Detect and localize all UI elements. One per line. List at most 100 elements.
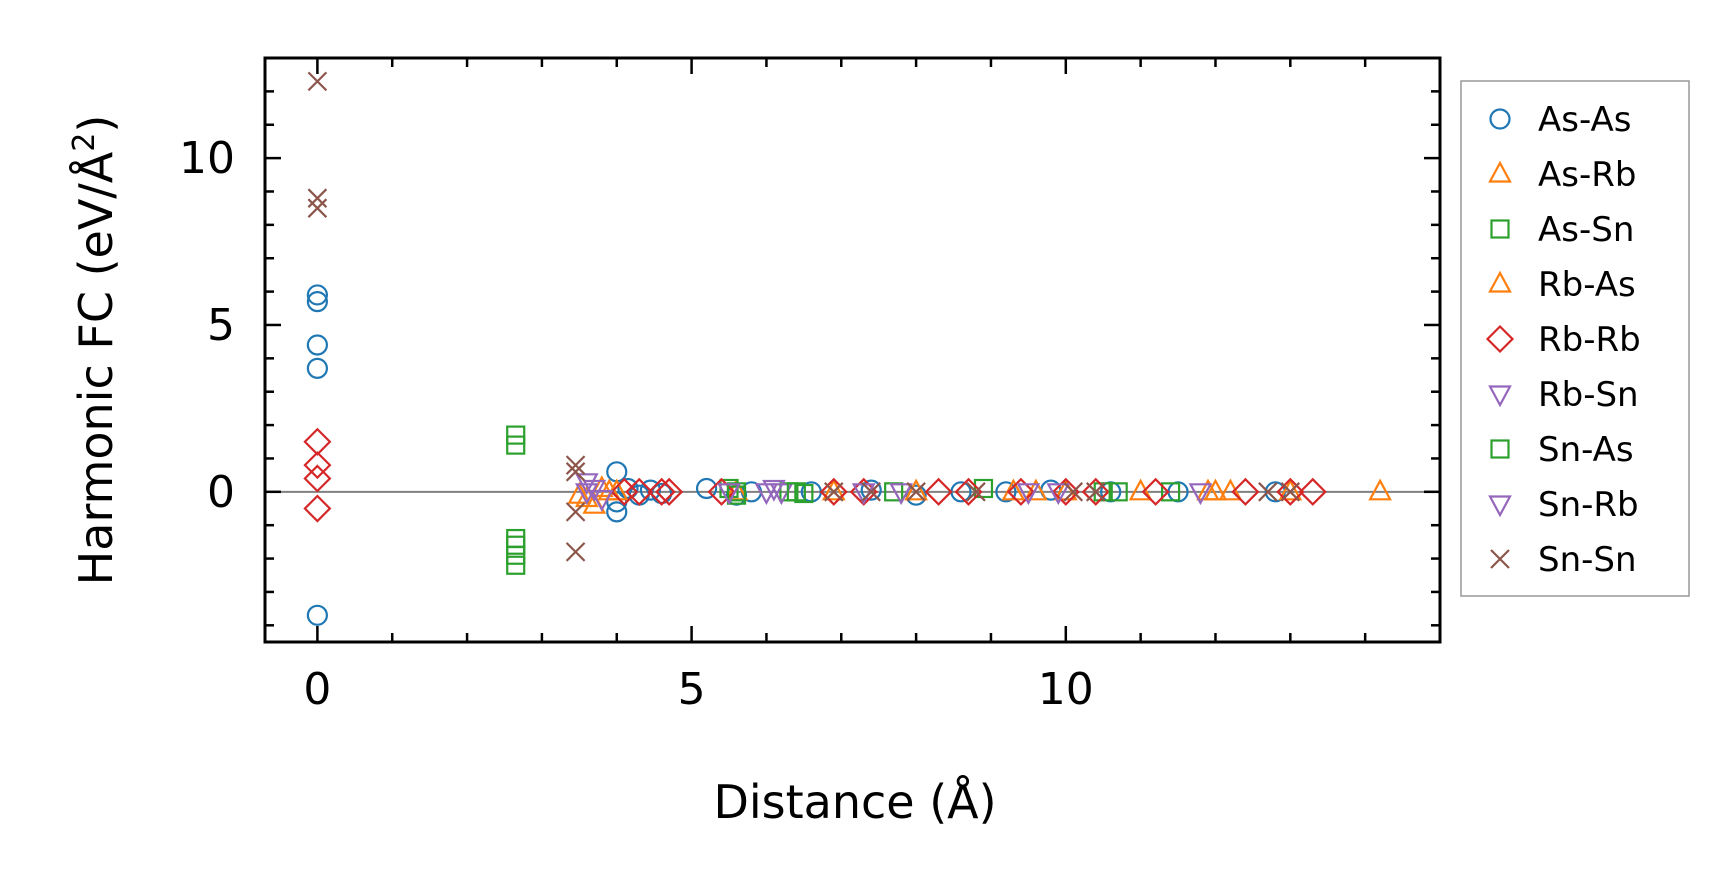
data-point (905, 484, 927, 506)
data-point (565, 502, 586, 522)
y-axis-label-close: ) (69, 115, 123, 133)
data-point (707, 477, 736, 506)
data-point (589, 489, 614, 512)
axis-layer: 0 5 10 0 5 10 (179, 56, 1442, 715)
data-point (954, 477, 983, 506)
data-point (306, 284, 328, 306)
y-axis-label: Harmonic FC (eV/Å2) (67, 115, 123, 586)
data-point (924, 477, 953, 506)
data-point (1001, 478, 1026, 501)
series-as-as (306, 284, 1286, 626)
data-point (506, 545, 526, 565)
plot-layer (265, 71, 1440, 626)
data-point (1006, 477, 1035, 506)
data-point (1368, 478, 1392, 501)
data-point (307, 198, 328, 218)
data-point (625, 477, 654, 506)
data-point (1081, 477, 1110, 506)
data-point (995, 481, 1017, 503)
data-point (1258, 482, 1278, 502)
data-point (1231, 477, 1260, 506)
data-point (762, 479, 786, 502)
data-point (307, 188, 328, 208)
data-point (860, 479, 882, 501)
series-sn-sn (307, 71, 1301, 562)
data-point (1108, 482, 1128, 502)
data-point (303, 464, 332, 493)
series-sn-rb (574, 483, 1071, 506)
data-point (695, 477, 718, 500)
legend-label: As-As (1538, 100, 1631, 140)
data-point (606, 501, 628, 523)
data-point (506, 528, 526, 549)
data-point (819, 477, 848, 506)
data-point (786, 482, 806, 502)
data-point (565, 462, 586, 482)
data-point (506, 425, 526, 445)
legend-marker (1488, 270, 1512, 293)
legend-label: As-Rb (1538, 155, 1636, 195)
data-point (861, 482, 881, 502)
legend-marker (1488, 495, 1512, 518)
data-point (506, 535, 526, 555)
data-point (973, 478, 994, 499)
data-point (1085, 482, 1106, 502)
legend-label: Rb-Rb (1538, 320, 1641, 360)
data-point (1016, 483, 1041, 506)
series-as-sn (506, 425, 1181, 575)
data-point (506, 435, 526, 455)
legend-label: As-Sn (1538, 210, 1634, 250)
data-point (303, 427, 332, 456)
data-point (754, 483, 779, 506)
data-point (904, 478, 928, 501)
data-point (639, 479, 662, 501)
data-point (574, 483, 599, 506)
y-tick-label: 10 (179, 133, 235, 184)
data-point (1276, 477, 1305, 506)
data-point (506, 555, 526, 575)
legend-marker (1490, 219, 1510, 239)
data-point (306, 291, 328, 313)
data-point (303, 494, 332, 523)
data-point (824, 482, 844, 502)
x-axis-label: Distance (Å) (713, 775, 996, 829)
x-tick-label: 5 (678, 664, 706, 715)
legend: As-As As-Rb As-Sn Rb-As Rb-Rb Rb-Sn Sn-As Sn-Rb… (1460, 80, 1690, 597)
y-axis-label-main: Harmonic FC (eV/Å (69, 151, 123, 585)
data-point (1046, 483, 1071, 506)
data-point (617, 477, 639, 500)
legend-marker (1485, 324, 1515, 354)
data-point (565, 455, 586, 475)
data-point (306, 334, 328, 356)
y-tick-label: 0 (207, 467, 235, 518)
y-tick-label: 5 (207, 300, 235, 351)
legend-marker (1488, 385, 1512, 408)
data-point (1160, 482, 1181, 502)
x-tick-label: 0 (303, 664, 331, 715)
plot-frame (263, 56, 1442, 644)
data-point (606, 461, 628, 483)
series-rb-rb (303, 427, 1327, 523)
data-point (1051, 477, 1080, 506)
legend-label: Rb-Sn (1538, 375, 1639, 415)
data-point (1278, 478, 1303, 501)
data-point (647, 477, 676, 506)
data-point (966, 482, 986, 502)
data-point (306, 357, 328, 379)
data-point (610, 477, 639, 506)
legend-marker (1488, 160, 1512, 183)
legend-label: Rb-As (1538, 265, 1636, 305)
legend-marker (1490, 549, 1510, 569)
data-point (307, 71, 328, 92)
x-tick-label: 10 (1038, 664, 1094, 715)
legend-marker (1490, 439, 1510, 459)
data-point (303, 451, 332, 480)
data-point (1196, 478, 1220, 501)
data-point (565, 542, 586, 562)
data-point (717, 483, 741, 506)
data-point (889, 483, 913, 506)
data-point (1298, 477, 1327, 506)
data-point (1063, 482, 1084, 502)
